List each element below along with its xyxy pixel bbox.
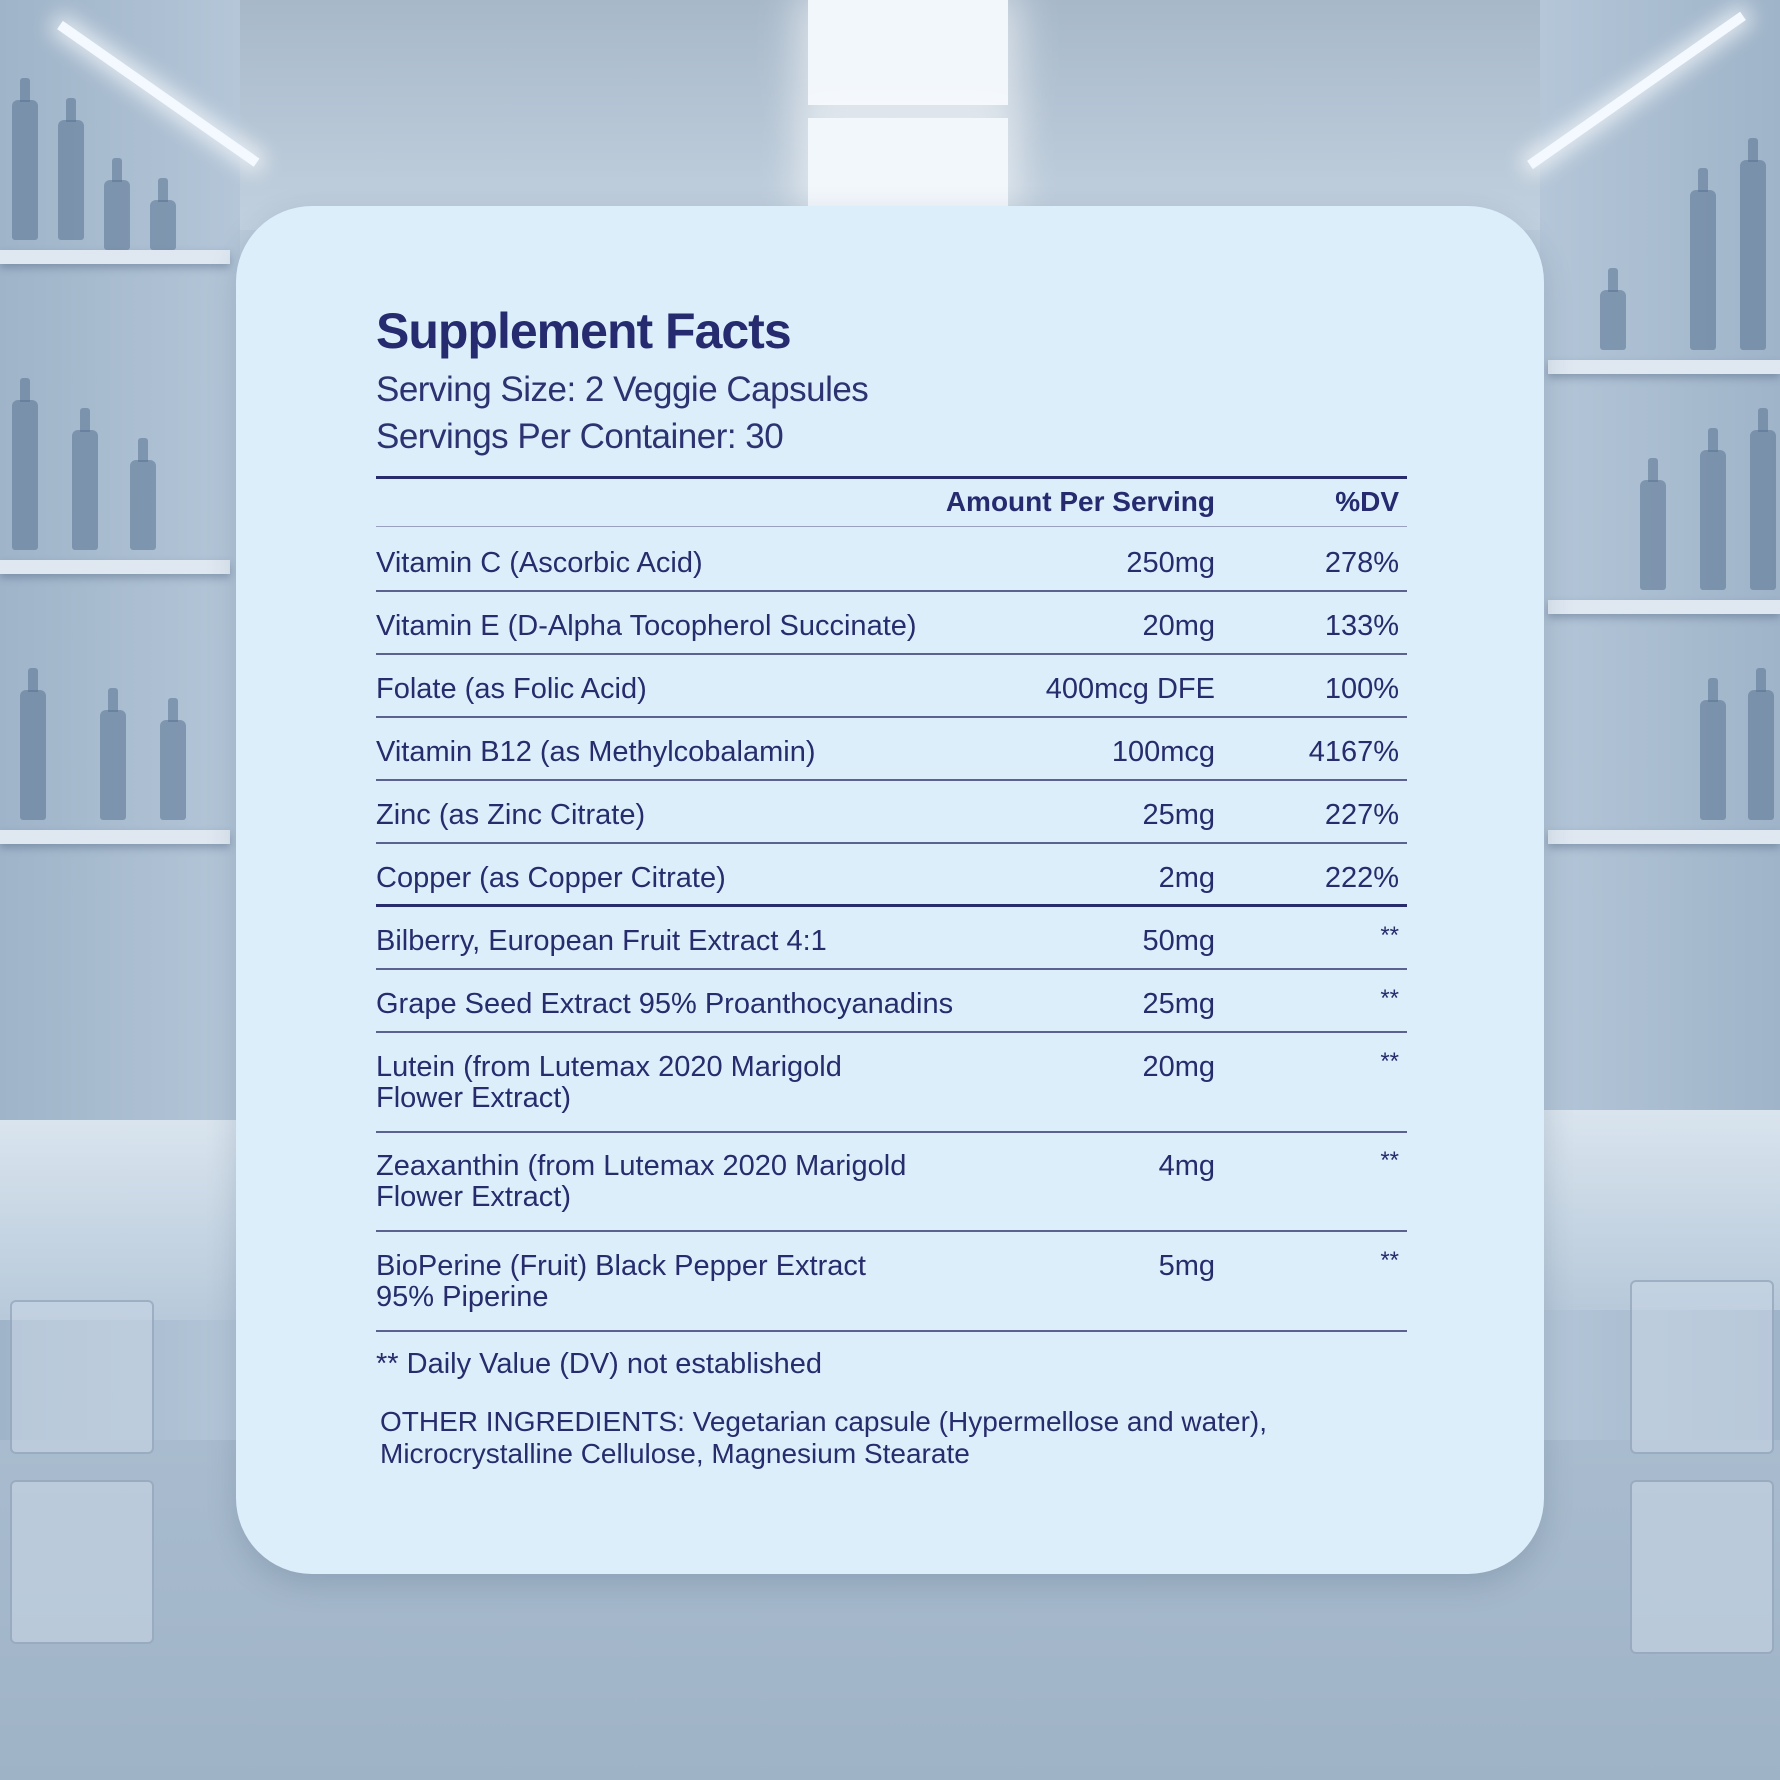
row-divider	[376, 1330, 1407, 1332]
ingredient-dv: 278%	[1324, 547, 1399, 579]
shelf	[0, 830, 230, 844]
ingredient-amount: 250mg	[1126, 547, 1215, 579]
ingredient-name: Vitamin E (D-Alpha Tocopherol Succinate)	[376, 610, 917, 642]
row-divider	[376, 1131, 1407, 1133]
ingredient-name: BioPerine (Fruit) Black Pepper Extract 9…	[376, 1250, 866, 1313]
ingredient-dv: **	[1380, 1247, 1399, 1274]
ingredient-dv: **	[1380, 1048, 1399, 1075]
ingredient-dv: **	[1380, 1147, 1399, 1174]
table-top-rule	[376, 476, 1407, 479]
bottle	[104, 158, 130, 250]
drawer	[1630, 1480, 1774, 1654]
ceiling-light	[808, 0, 1008, 105]
bottle	[150, 178, 176, 250]
ingredient-name: Lutein (from Lutemax 2020 Marigold Flowe…	[376, 1051, 842, 1114]
shelf	[0, 560, 230, 574]
row-divider	[376, 842, 1407, 844]
ingredient-name: Folate (as Folic Acid)	[376, 673, 647, 705]
ingredient-name: Zeaxanthin (from Lutemax 2020 Marigold F…	[376, 1150, 907, 1213]
ingredient-dv: 4167%	[1308, 736, 1399, 768]
bottle	[130, 438, 156, 550]
ingredient-amount: 20mg	[1142, 610, 1215, 642]
bottle	[72, 408, 98, 550]
bottle	[160, 698, 186, 820]
ingredient-name: Vitamin C (Ascorbic Acid)	[376, 547, 703, 579]
ingredient-dv: **	[1380, 922, 1399, 949]
column-header-dv: %DV	[1335, 486, 1399, 517]
row-divider	[376, 968, 1407, 970]
column-header-amount: Amount Per Serving	[945, 486, 1215, 517]
bottle	[12, 78, 38, 240]
bottle	[12, 378, 38, 550]
bottle	[20, 668, 46, 820]
ingredient-amount: 100mcg	[1111, 736, 1215, 768]
ingredient-name: Zinc (as Zinc Citrate)	[376, 799, 646, 831]
header-rule	[376, 526, 1407, 527]
row-divider	[376, 779, 1407, 781]
section-divider	[376, 904, 1407, 907]
ingredient-amount: 25mg	[1142, 799, 1215, 831]
bottle	[1740, 138, 1766, 350]
ingredient-amount: 25mg	[1142, 988, 1215, 1020]
bottle	[1700, 678, 1726, 820]
drawer	[10, 1480, 154, 1644]
ingredient-amount: 4mg	[1158, 1150, 1215, 1182]
page-title: Supplement Facts	[376, 303, 792, 359]
servings-per-container: Servings Per Container: 30	[376, 417, 784, 456]
row-divider	[376, 590, 1407, 592]
row-divider	[376, 653, 1407, 655]
bottle	[58, 98, 84, 240]
ingredient-name: Grape Seed Extract 95% Proanthocyanadins	[376, 988, 954, 1020]
ceiling-light	[808, 118, 1008, 208]
serving-size: Serving Size: 2 Veggie Capsules	[376, 370, 869, 409]
bottle	[1700, 428, 1726, 590]
bottle	[100, 688, 126, 820]
row-divider	[376, 1031, 1407, 1033]
ingredient-dv: 133%	[1324, 610, 1399, 642]
row-divider	[376, 1230, 1407, 1232]
ingredient-dv: 227%	[1324, 799, 1399, 831]
ingredient-amount: 2mg	[1158, 862, 1215, 894]
ingredient-amount: 50mg	[1142, 925, 1215, 957]
ingredient-dv: 222%	[1324, 862, 1399, 894]
bottle	[1690, 168, 1716, 350]
ingredient-dv: 100%	[1324, 673, 1399, 705]
ingredient-name: Copper (as Copper Citrate)	[376, 862, 726, 894]
ingredient-dv: **	[1380, 985, 1399, 1012]
supplement-facts-panel: Supplement Facts Serving Size: 2 Veggie …	[236, 206, 1544, 1574]
bottle	[1600, 268, 1626, 350]
shelf	[0, 250, 230, 264]
other-ingredients: OTHER INGREDIENTS: Vegetarian capsule (H…	[380, 1406, 1267, 1469]
shelf	[1548, 360, 1780, 374]
bottle	[1748, 668, 1774, 820]
drawer	[1630, 1280, 1774, 1454]
ingredient-name: Bilberry, European Fruit Extract 4:1	[376, 925, 827, 957]
counter	[1540, 1110, 1780, 1310]
footnote: ** Daily Value (DV) not established	[376, 1348, 822, 1380]
counter	[0, 1120, 240, 1320]
bottle	[1750, 408, 1776, 590]
ingredient-amount: 5mg	[1158, 1250, 1215, 1282]
row-divider	[376, 716, 1407, 718]
shelf	[1548, 600, 1780, 614]
ingredient-amount: 400mcg DFE	[1045, 673, 1215, 705]
shelf	[1548, 830, 1780, 844]
ingredient-amount: 20mg	[1142, 1051, 1215, 1083]
drawer	[10, 1300, 154, 1454]
bottle	[1640, 458, 1666, 590]
ingredient-name: Vitamin B12 (as Methylcobalamin)	[376, 736, 816, 768]
